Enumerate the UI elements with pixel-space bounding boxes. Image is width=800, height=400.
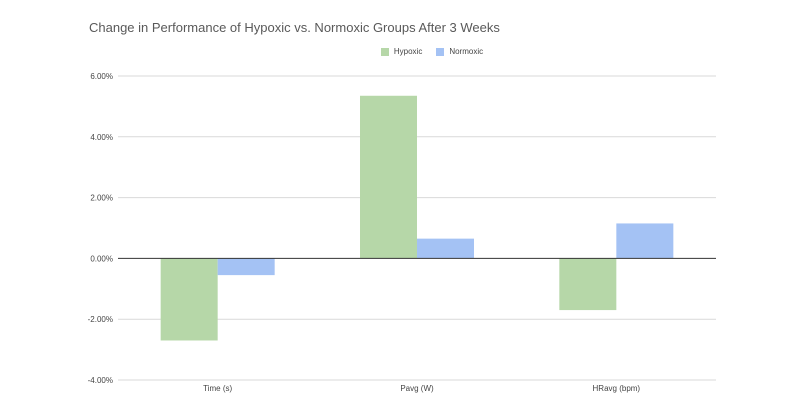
y-tick-label: -4.00% <box>88 376 113 385</box>
legend-item-hypoxic: Hypoxic <box>380 47 423 56</box>
legend-label-hypoxic: Hypoxic <box>393 47 423 56</box>
chart-title: Change in Performance of Hypoxic vs. Nor… <box>89 20 500 35</box>
legend-swatch-normoxic <box>436 47 445 56</box>
y-tick-label: 6.00% <box>90 72 113 81</box>
y-tick-label: 0.00% <box>90 254 113 263</box>
legend-item-normoxic: Normoxic <box>436 47 483 56</box>
bar-normoxic-0 <box>217 258 275 276</box>
bar-normoxic-1 <box>417 238 474 259</box>
y-tick-label: -2.00% <box>88 315 113 324</box>
y-tick-label: 2.00% <box>90 194 113 203</box>
legend: Hypoxic Normoxic <box>0 47 800 56</box>
x-tick-label: HRavg (bpm) <box>593 384 641 393</box>
bar-normoxic-2 <box>616 223 674 259</box>
y-tick-label: 4.00% <box>90 133 113 142</box>
legend-swatch-hypoxic <box>380 47 389 56</box>
legend-label-normoxic: Normoxic <box>449 47 484 56</box>
bar-hypoxic-0 <box>160 258 218 341</box>
x-tick-label: Pavg (W) <box>400 384 434 393</box>
bar-hypoxic-2 <box>559 258 617 311</box>
x-tick-label: Time (s) <box>203 384 232 393</box>
bar-hypoxic-1 <box>360 95 417 259</box>
